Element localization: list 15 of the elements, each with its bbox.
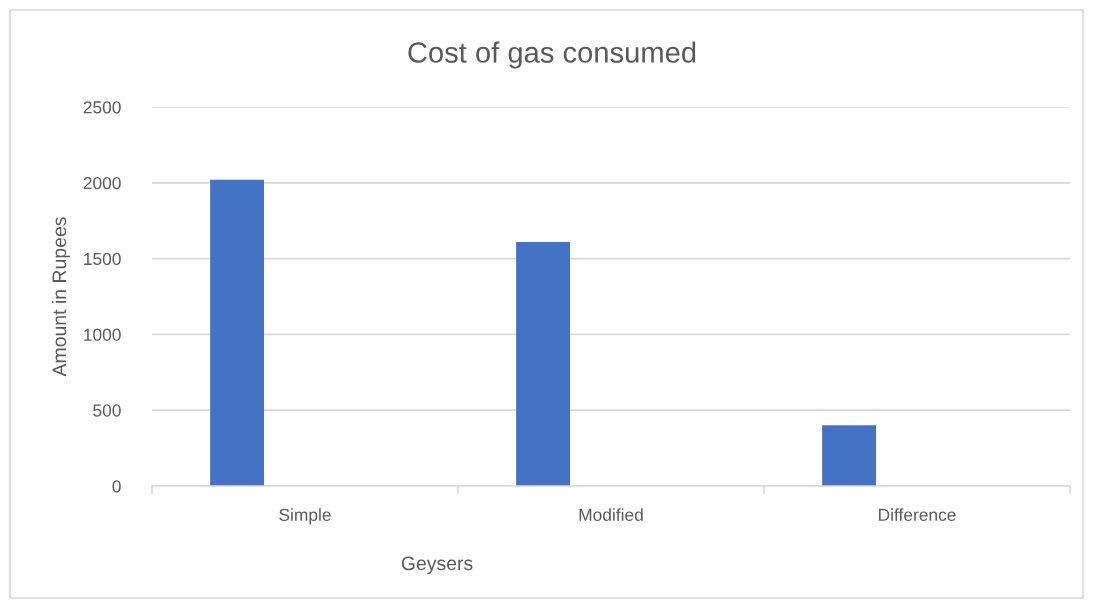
bar xyxy=(516,241,570,486)
y-tick-label: 1500 xyxy=(84,252,121,266)
chart-title: Cost of gas consumed xyxy=(408,41,696,69)
x-tick-label: Simple xyxy=(279,508,331,525)
bar xyxy=(822,425,876,486)
y-tick-label: 1000 xyxy=(84,328,121,341)
y-tick-label: 0 xyxy=(112,480,121,493)
x-tick-label: Difference xyxy=(879,508,956,521)
x-tick-label: Modified xyxy=(579,508,643,521)
bar xyxy=(210,179,264,486)
y-tick-label: 500 xyxy=(93,404,121,417)
x-axis-title: Geysers xyxy=(401,556,473,575)
y-tick-label: 2500 xyxy=(83,101,121,114)
y-axis-title: Amount in Rupees xyxy=(51,217,71,377)
y-tick-label: 2000 xyxy=(83,176,121,190)
